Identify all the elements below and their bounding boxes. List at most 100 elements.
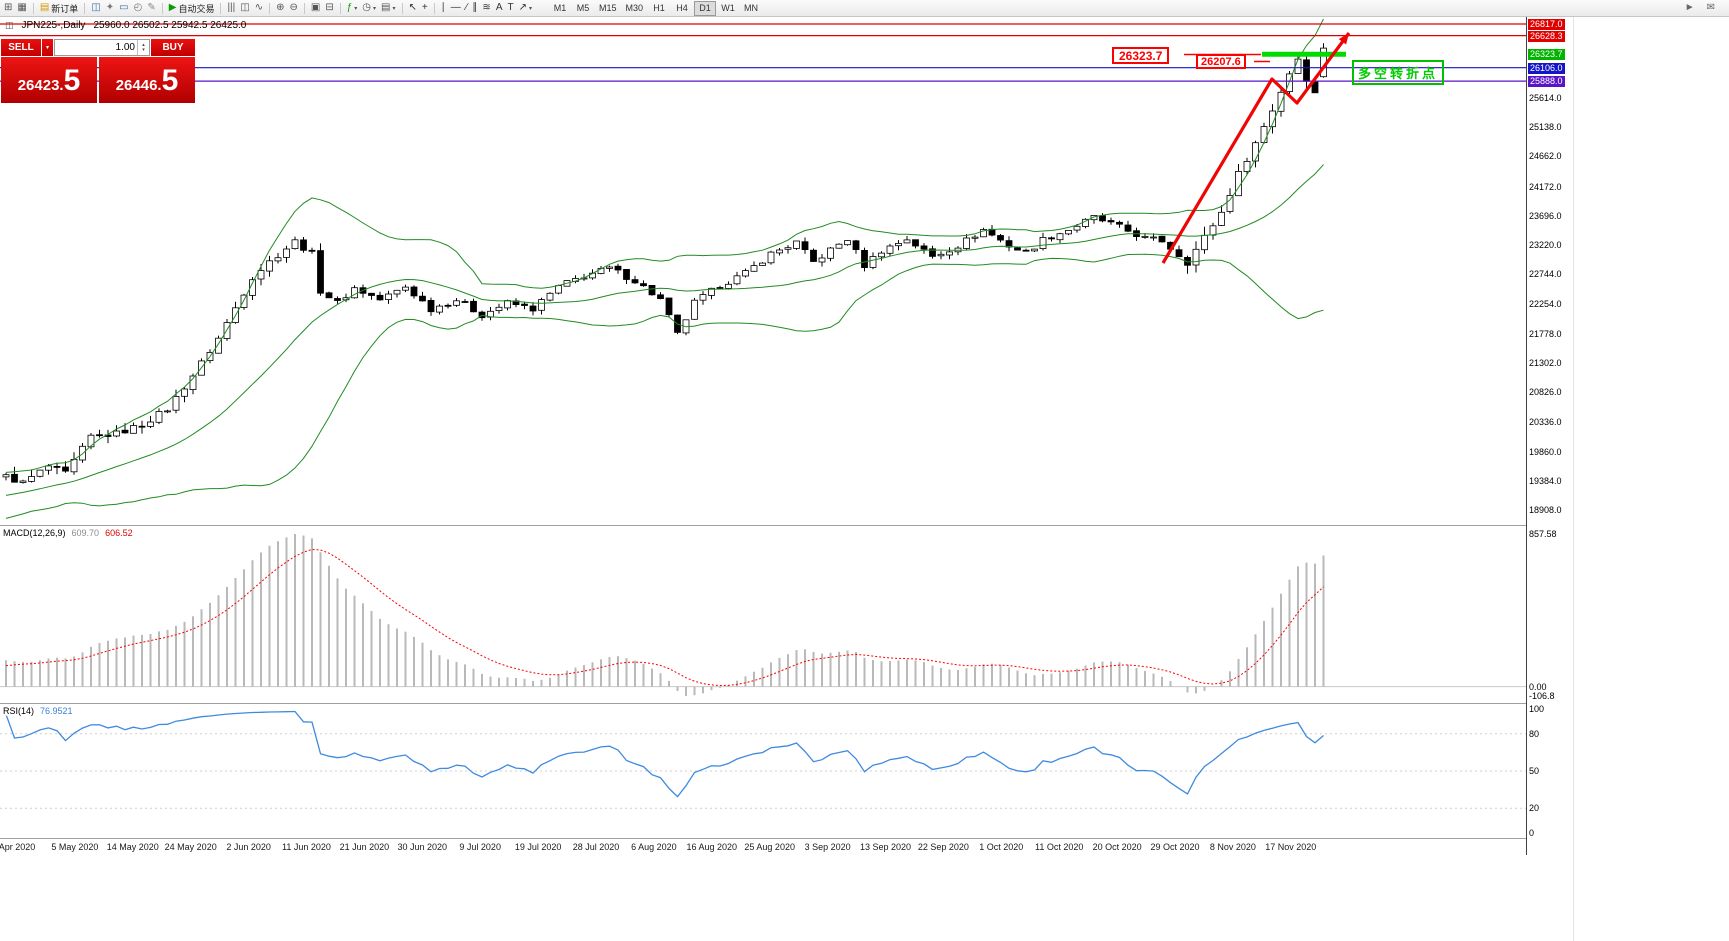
dropdown-caret-icon: ▾: [354, 5, 358, 12]
date-axis-label: 24 May 2020: [164, 842, 217, 852]
template-button[interactable]: ▤ ▾: [379, 1, 397, 16]
fibonacci-button[interactable]: ≋: [480, 1, 492, 16]
rsi-axis-value: 20: [1529, 803, 1540, 814]
macd-panel[interactable]: [0, 526, 1526, 703]
zoom-in-button[interactable]: ⊕: [274, 1, 286, 16]
tile-windows-button[interactable]: ▣: [309, 1, 322, 16]
crosshair-button[interactable]: +: [420, 1, 430, 16]
rsi-value: 76.9521: [40, 706, 73, 716]
new-order-button[interactable]: ▤ 新订单: [38, 1, 80, 16]
panel-separator[interactable]: [0, 525, 1573, 526]
volume-input[interactable]: 1.00 ▴ ▾: [54, 39, 150, 56]
timeframe-m15-button[interactable]: M15: [599, 2, 617, 13]
turning-point-label[interactable]: 多空转折点: [1352, 60, 1445, 85]
line-price-label: 25888.0: [1528, 76, 1565, 88]
line-price-label: 26628.3: [1528, 30, 1565, 42]
message-button[interactable]: ✉: [1705, 1, 1717, 16]
macd-signal-value: 606.52: [105, 528, 133, 538]
date-axis-label: 11 Oct 2020: [1035, 842, 1084, 852]
workspace-background: [1573, 17, 1729, 941]
market-watch-button[interactable]: ◫: [89, 1, 102, 16]
sell-dropdown-caret-icon[interactable]: ▾: [42, 39, 53, 56]
rsi-axis-value: 0: [1529, 828, 1535, 838]
periods-button[interactable]: ◷ ▾: [360, 1, 378, 16]
price-axis[interactable]: 26817.0 26628.3 26323.7 26106.0 25888.0 25614…: [1527, 17, 1573, 855]
profiles-icon: ▦: [17, 2, 27, 13]
template-icon: ▤: [381, 2, 391, 13]
timeframe-m1-button[interactable]: M1: [553, 2, 567, 13]
zoom-out-button[interactable]: ⊖: [287, 1, 299, 16]
one-click-trading-panel: SELL ▾ 1.00 ▴ ▾ BUY 26423. 5 26446. 5: [1, 39, 195, 103]
date-axis-label: 1 Oct 2020: [979, 842, 1024, 852]
autotrading-icon: ▶: [168, 2, 177, 13]
trendline-button[interactable]: ∕: [464, 1, 470, 16]
profiles-button[interactable]: ▦: [15, 1, 28, 16]
market-watch-icon: ◫: [91, 2, 101, 13]
date-axis-label: 5 May 2020: [51, 842, 99, 852]
ohlc-bars-button[interactable]: |||: [225, 1, 237, 16]
strategy-tester-icon: ◴: [133, 2, 143, 13]
date-axis-label: 6 Aug 2020: [631, 842, 677, 852]
zoom-out-icon: ⊖: [289, 2, 298, 13]
candlestick-button[interactable]: ◫: [238, 1, 251, 16]
spinner-up-icon[interactable]: ▴: [142, 41, 145, 48]
main-chart[interactable]: [0, 17, 1526, 525]
label-button[interactable]: T: [505, 1, 515, 16]
timeframe-toolbar: M1 M5 M15 M30 H1 H4 D1 W1 MN: [549, 0, 762, 16]
toolbar-separator: [269, 2, 271, 14]
auto-scroll-button[interactable]: ⊟: [323, 1, 335, 16]
navigator-button[interactable]: ✦: [104, 1, 116, 16]
price-tick-label: 25614.0: [1529, 92, 1562, 103]
price-tick-label: 19384.0: [1529, 475, 1562, 486]
timeframe-w1-button[interactable]: W1: [721, 2, 735, 13]
navigator-icon: ✦: [105, 2, 115, 13]
date-axis-label: 28 Jul 2020: [572, 842, 620, 852]
dropdown-caret-icon: ▾: [528, 5, 532, 12]
channel-icon: ∥: [472, 2, 478, 13]
toolbar-right-icons: ► ✉: [1683, 1, 1717, 16]
buy-button[interactable]: BUY: [151, 39, 195, 56]
text-button[interactable]: A: [494, 1, 505, 16]
horizontal-line-button[interactable]: —: [449, 1, 463, 16]
spinner-down-icon[interactable]: ▾: [142, 46, 145, 53]
arrows-button[interactable]: ↗ ▾: [517, 1, 534, 16]
sell-price-int: 26423.: [17, 77, 64, 94]
panel-separator[interactable]: [0, 838, 1573, 839]
timeframe-d1-button[interactable]: D1: [694, 0, 717, 16]
label-icon: T: [507, 2, 514, 13]
sell-price-button[interactable]: 26423. 5: [1, 57, 97, 103]
volume-value[interactable]: 1.00: [115, 42, 135, 53]
channel-button[interactable]: ∥: [470, 1, 479, 16]
line-price-label: 26817.0: [1528, 19, 1565, 30]
indicators-button[interactable]: ƒ ▾: [345, 1, 360, 16]
resistance-price-callout[interactable]: 26323.7: [1112, 47, 1170, 64]
rsi-panel[interactable]: [0, 704, 1526, 838]
date-axis-label: 25 Aug 2020: [744, 842, 795, 852]
autotrading-button[interactable]: ▶ 自动交易: [167, 1, 217, 16]
swing-high-price-callout[interactable]: 26207.6: [1196, 54, 1246, 69]
cursor-button[interactable]: ↖: [407, 1, 419, 16]
line-chart-button[interactable]: ∿: [253, 1, 265, 16]
date-axis[interactable]: Apr 2020 5 May 2020 14 May 2020 24 May 2020…: [0, 839, 1526, 855]
volume-spinner[interactable]: ▴ ▾: [137, 40, 149, 55]
toolbar: ⊞ ▦ ▤ 新订单 ◫ ✦ ▭ ◴ ✎ ▶ 自动交易 ||| ◫ ∿ ⊕ ⊖ ▣ ⊟ ƒ ▾ ◷ ▾ ▤ ▾ ↖ + ∣ — ∕ ∥ ≋ A T…: [0, 0, 1729, 17]
strategy-tester-button[interactable]: ◴: [132, 1, 145, 16]
timeframe-h4-button[interactable]: H4: [676, 2, 688, 13]
new-chart-button[interactable]: ⊞: [2, 1, 14, 16]
sell-button[interactable]: SELL: [1, 39, 41, 56]
vertical-line-button[interactable]: ∣: [439, 1, 448, 16]
chart-title: ◫ JPN225-,Daily 25960.0 26502.5 25942.5 …: [5, 20, 246, 31]
timeframe-mn-button[interactable]: MN: [744, 2, 759, 13]
text-icon: A: [495, 2, 503, 13]
buy-price-button[interactable]: 26446. 5: [99, 57, 195, 103]
timeframe-h1-button[interactable]: H1: [653, 2, 665, 13]
timeframe-m5-button[interactable]: M5: [576, 2, 590, 13]
pointer-button[interactable]: ►: [1683, 1, 1697, 16]
cursor-icon: ↖: [408, 2, 417, 13]
panel-separator[interactable]: [0, 703, 1573, 704]
metaeditor-button[interactable]: ✎: [145, 1, 157, 16]
trade-prices-row: 26423. 5 26446. 5: [1, 57, 195, 103]
price-tick-label: 19860.0: [1529, 446, 1562, 457]
timeframe-m30-button[interactable]: M30: [625, 2, 644, 13]
terminal-button[interactable]: ▭: [117, 1, 130, 16]
